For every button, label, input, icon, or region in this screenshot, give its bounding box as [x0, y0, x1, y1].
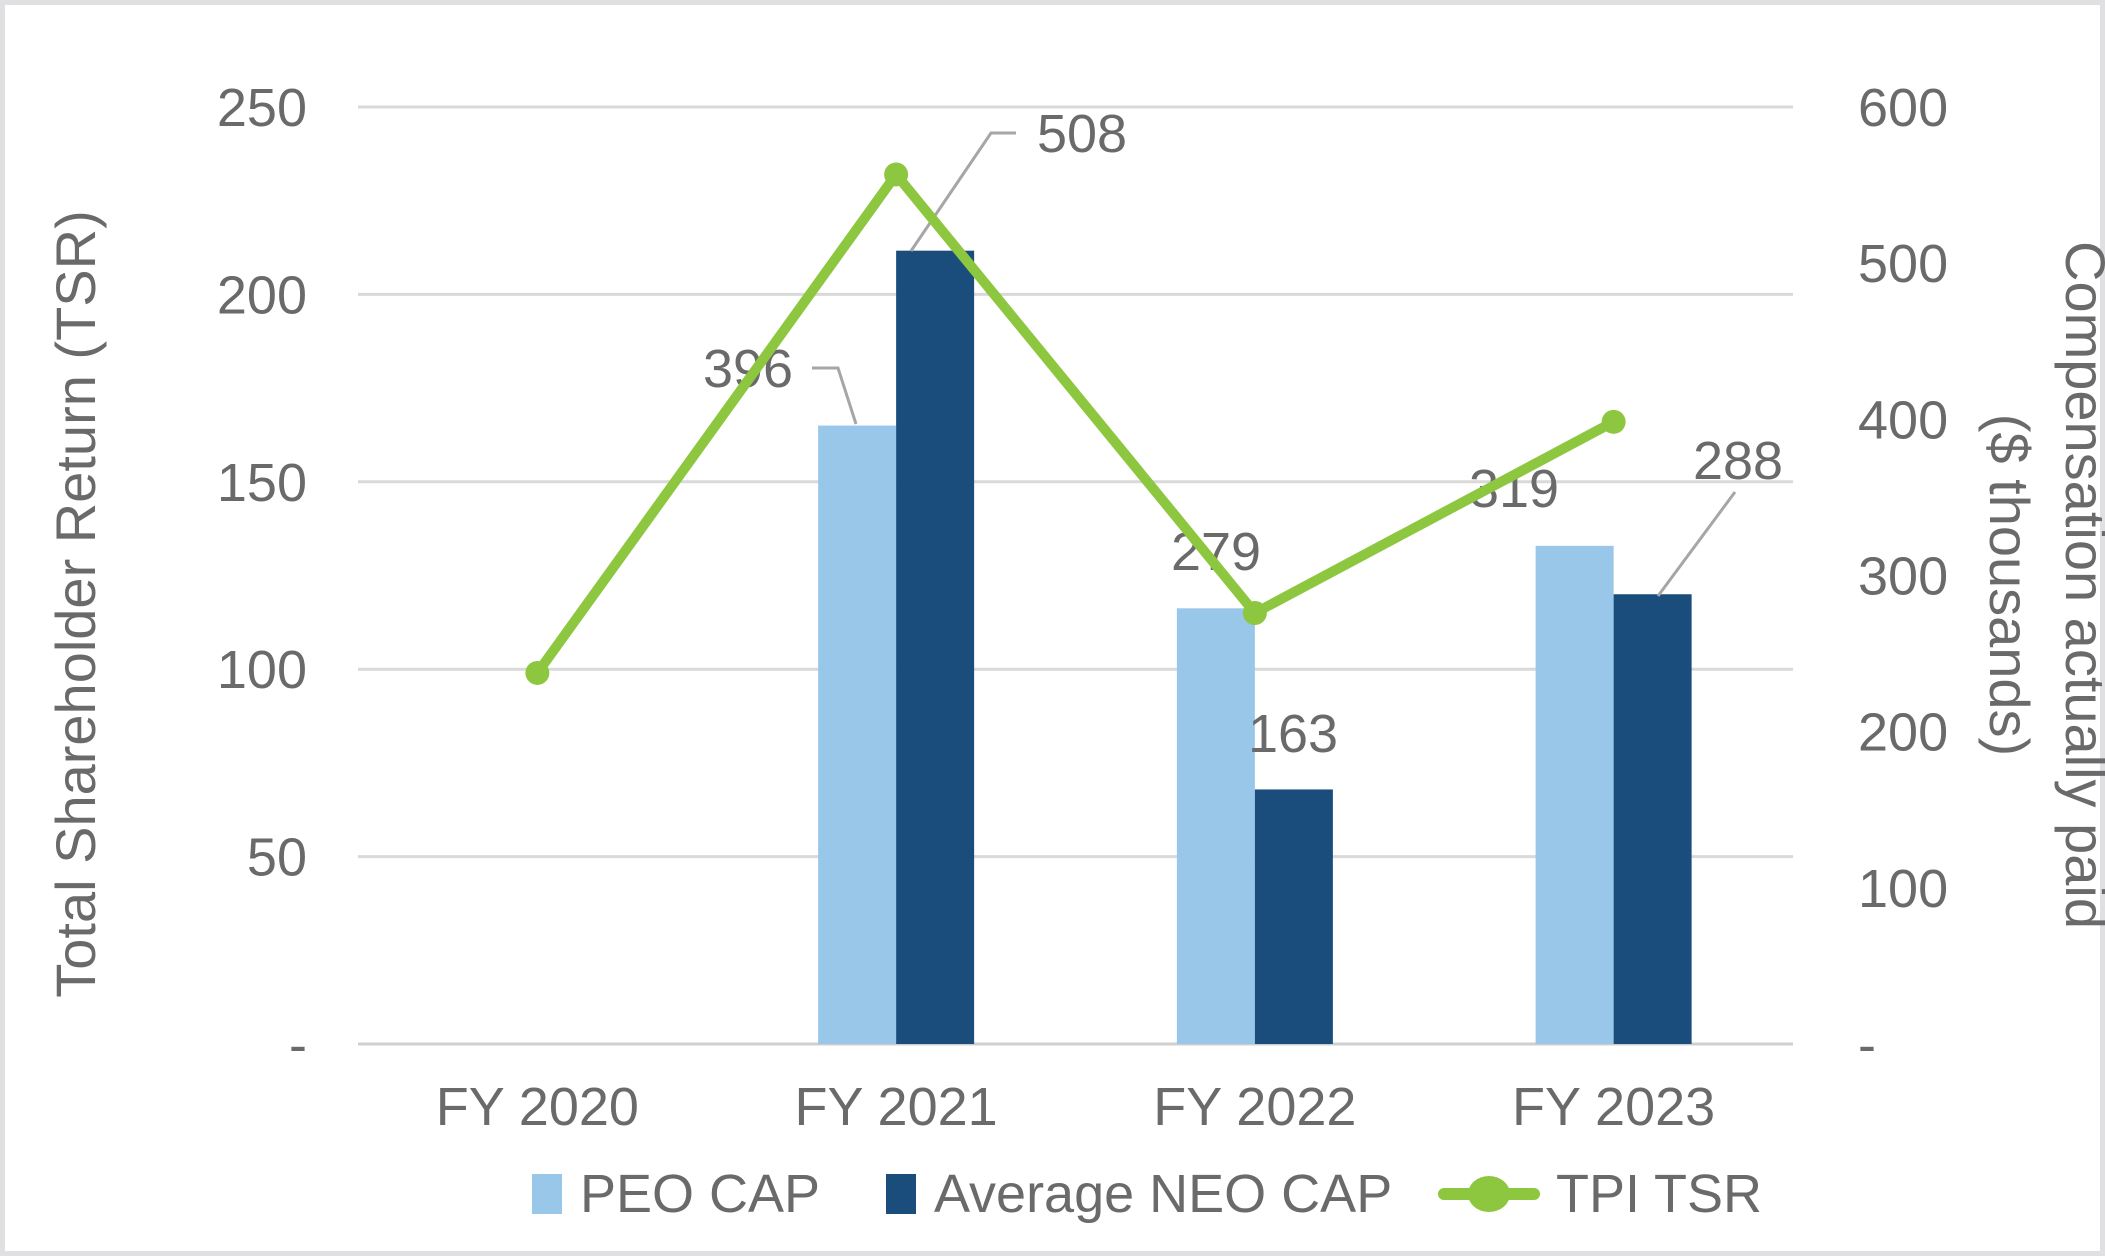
tsr-marker-fy-2021 [884, 162, 909, 187]
data-label-288: 288 [1693, 431, 1783, 491]
left-axis-tick-100: 100 [217, 640, 307, 700]
right-axis-tick-200: 200 [1858, 703, 1948, 763]
right-axis-title-line1: Compensation actually paid [2054, 241, 2105, 929]
bar-average-neo-cap-fy-2022 [1254, 789, 1333, 1044]
legend-swatch-average-neo-cap [886, 1174, 916, 1214]
tsr-line [532, 169, 1619, 678]
legend-label-tpi-tsr: TPI TSR [1556, 1164, 1762, 1224]
legend-marker-tpi-tsr [1468, 1176, 1510, 1212]
legend-label-peo-cap: PEO CAP [580, 1164, 820, 1224]
right-axis-tick--: - [1858, 1015, 1876, 1075]
bar-average-neo-cap-fy-2023 [1613, 594, 1692, 1044]
left-axis-tick--: - [289, 1015, 307, 1075]
data-label-leader-508 [909, 131, 1016, 252]
data-label-163: 163 [1248, 704, 1338, 764]
right-axis-title-line2: ($ thousands) [1978, 414, 2041, 756]
x-axis-label-fy-2023: FY 2023 [1512, 1077, 1715, 1137]
x-axis-label-fy-2020: FY 2020 [436, 1077, 639, 1137]
right-axis-tick-500: 500 [1858, 234, 1948, 294]
data-label-508: 508 [1037, 104, 1127, 164]
tsr-marker-fy-2023 [1601, 409, 1626, 434]
bar-peo-cap-fy-2021 [818, 425, 897, 1045]
left-axis-tick-250: 250 [217, 78, 307, 138]
right-axis-tick-100: 100 [1858, 859, 1948, 919]
left-axis-tick-50: 50 [247, 828, 307, 888]
right-axis-tick-400: 400 [1858, 390, 1948, 450]
bar-peo-cap-fy-2022 [1176, 608, 1255, 1044]
bar-average-neo-cap-fy-2021 [896, 250, 975, 1044]
data-label-leader-396 [812, 366, 858, 425]
legend-swatch-peo-cap [532, 1174, 562, 1214]
bar-peo-cap-fy-2023 [1535, 545, 1614, 1044]
left-axis-title: Total Shareholder Return (TSR) [44, 210, 107, 997]
left-axis-tick-200: 200 [217, 265, 307, 325]
data-label-leader-288 [1656, 491, 1737, 597]
left-axis-tick-150: 150 [217, 453, 307, 513]
data-label-396: 396 [703, 339, 793, 399]
legend-label-average-neo-cap: Average NEO CAP [934, 1164, 1392, 1224]
right-axis-tick-300: 300 [1858, 547, 1948, 607]
x-axis-label-fy-2022: FY 2022 [1153, 1077, 1356, 1137]
tsr-marker-fy-2020 [525, 660, 550, 685]
right-axis-tick-600: 600 [1858, 78, 1948, 138]
x-axis-label-fy-2021: FY 2021 [795, 1077, 998, 1137]
tsr-marker-fy-2022 [1242, 600, 1267, 625]
